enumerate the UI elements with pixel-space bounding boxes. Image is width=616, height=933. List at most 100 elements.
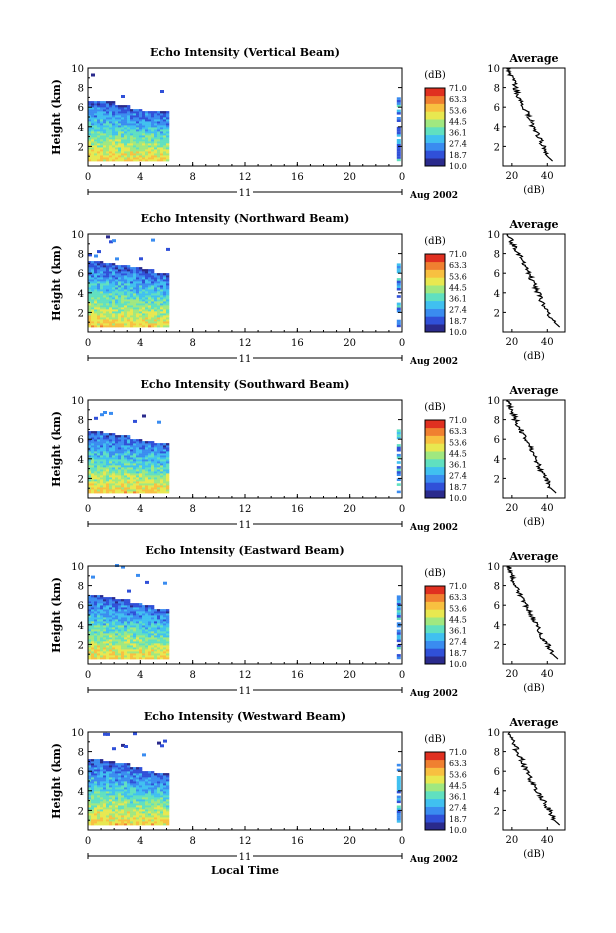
echo-cell (121, 277, 125, 280)
echo-cell (112, 461, 116, 464)
echo-cell (142, 441, 146, 444)
echo-cell (103, 761, 107, 764)
echo-cell (100, 431, 104, 434)
echo-cell (103, 819, 107, 822)
echo-cell (88, 793, 92, 796)
echo-cell (121, 453, 125, 456)
echo-cell (94, 611, 98, 614)
echo-cell (148, 773, 152, 776)
echo-cell (88, 491, 92, 494)
echo-cell (91, 287, 95, 290)
echo-cell (97, 781, 101, 784)
colorbar-swatch (425, 119, 445, 128)
echo-cell (139, 153, 143, 156)
echo-cell (115, 653, 119, 656)
echo-cell (133, 767, 137, 770)
echo-cell (136, 629, 140, 632)
echo-cell (124, 267, 128, 270)
echo-cell (130, 611, 134, 614)
echo-cell (121, 487, 125, 490)
echo-cell (115, 143, 119, 146)
echo-cell (115, 463, 119, 466)
echo-cell (103, 455, 107, 458)
echo-cell (139, 803, 143, 806)
echo-cell (91, 481, 95, 484)
echo-cell (121, 795, 125, 798)
echo-cell (97, 103, 101, 106)
echo-cell (121, 613, 125, 616)
echo-cell (118, 139, 122, 142)
echo-cell (97, 489, 101, 492)
echo-cell (139, 625, 143, 628)
echo-cell (160, 469, 164, 472)
colorbar-swatch (425, 435, 445, 444)
echo-cell (112, 479, 116, 482)
echo-cell (157, 295, 161, 298)
echo-cell (88, 111, 92, 114)
echo-cell (145, 471, 149, 474)
echo-cell (127, 291, 131, 294)
echo-cell (151, 141, 155, 144)
echo-cell (103, 767, 107, 770)
echo-cell (118, 455, 122, 458)
echo-cell (151, 803, 155, 806)
echo-cell (94, 443, 98, 446)
echo-cell (100, 791, 104, 794)
echo-cell (160, 793, 164, 796)
echo-cell (151, 777, 155, 780)
echo-cell (151, 291, 155, 294)
echo-cell (127, 289, 131, 292)
echo-cell (154, 317, 158, 320)
echo-cell (91, 653, 95, 656)
echo-cell (124, 803, 128, 806)
echo-cell (112, 815, 116, 818)
echo-cell (88, 763, 92, 766)
echo-cell (396, 319, 401, 323)
echo-cell (112, 781, 116, 784)
echo-cell (97, 305, 101, 308)
echo-cell (148, 639, 152, 642)
echo-cell (133, 461, 137, 464)
echo-cell (109, 287, 113, 290)
echo-cell (121, 293, 125, 296)
echo-cell (121, 469, 125, 472)
echo-cell (127, 125, 131, 128)
echo-cell (145, 323, 149, 326)
echo-cell (163, 629, 167, 632)
colorbar-title: (dB) (424, 70, 446, 81)
echo-cell (115, 629, 119, 632)
echo-cell (142, 619, 146, 622)
echo-cell (145, 777, 149, 780)
echo-cell (133, 447, 137, 450)
echo-cell (157, 461, 161, 464)
echo-cell (88, 117, 92, 120)
echo-cell (130, 283, 134, 286)
echo-cell (133, 117, 137, 120)
echo-cell (115, 787, 119, 790)
echo-cell (136, 323, 140, 326)
echo-cell (118, 113, 122, 116)
echo-cell (127, 147, 131, 150)
echo-cell (133, 287, 137, 290)
echo-cell (124, 487, 128, 490)
echo-cell (94, 785, 98, 788)
echo-cell (136, 779, 140, 782)
echo-cell (130, 823, 134, 826)
avg-y-tick-label: 10 (487, 230, 500, 241)
echo-cell (109, 151, 113, 154)
echo-cell (148, 111, 152, 114)
echo-cell (115, 783, 119, 786)
echo-cell (136, 789, 140, 792)
echo-cell (166, 135, 170, 138)
echo-cell (88, 779, 92, 782)
echo-cell (127, 115, 131, 118)
echo-cell (127, 107, 131, 110)
echo-cell (115, 643, 119, 646)
echo-cell (103, 445, 107, 448)
echo-cell (151, 277, 155, 280)
echo-cell (127, 301, 131, 304)
echo-cell (118, 639, 122, 642)
echo-cell (130, 441, 134, 444)
echo-cell (145, 325, 149, 328)
echo-cell (151, 285, 155, 288)
